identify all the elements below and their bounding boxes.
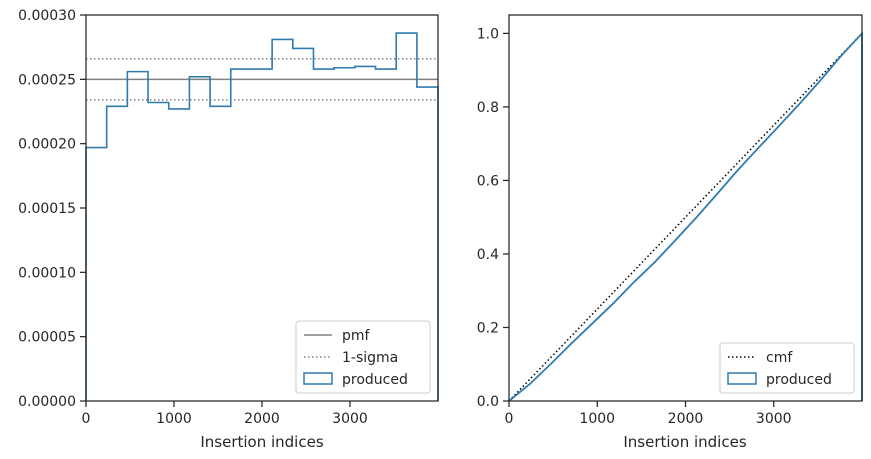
legend-box: [295, 320, 431, 394]
legend-label-produced: produced: [342, 372, 408, 388]
y-tick-label: 0.00010: [18, 265, 76, 281]
series-cmf-line: [508, 32, 863, 402]
right-chart-xlabel: Insertion indices: [623, 433, 746, 451]
y-tick-label: 0.00005: [18, 330, 76, 346]
left-chart-histogram: [85, 32, 439, 401]
legend-label-cmf: cmf: [766, 350, 793, 366]
y-tick-label: 0.00030: [18, 8, 76, 24]
x-tick-label: 3000: [756, 411, 792, 427]
legend-label-1-sigma: 1-sigma: [342, 350, 398, 366]
y-tick-label: 0.6: [477, 173, 499, 189]
left-chart-ticks: 0 1000 2000 3000 0.00000 0.00005 0.00010 0.0001…: [18, 8, 368, 427]
legend-label-produced: produced: [766, 372, 832, 388]
left-chart-panel: 0 1000 2000 3000 0.00000 0.00005 0.00010 0.0001…: [18, 8, 439, 451]
right-chart-lines: [508, 31, 863, 402]
y-tick-label: 0.4: [477, 247, 499, 263]
x-tick-label: 2000: [668, 411, 704, 427]
y-tick-label: 1.0: [477, 26, 499, 42]
right-chart-ticks: 0 1000 2000 3000 0.0 0.2 0.4 0.6 0.8 1.0: [477, 26, 792, 427]
y-tick-label: 0.8: [477, 100, 499, 116]
x-tick-label: 2000: [244, 411, 280, 427]
left-chart-legend: pmf 1-sigma produced: [295, 320, 431, 394]
right-chart-panel: 0 1000 2000 3000 0.0 0.2 0.4 0.6 0.8 1.0 Insertio…: [477, 14, 863, 451]
y-tick-label: 0.00015: [18, 201, 76, 217]
legend-label-pmf: pmf: [342, 328, 371, 344]
series-produced-line: [508, 31, 863, 402]
y-tick-label: 0.00020: [18, 137, 76, 153]
left-chart-xlabel: Insertion indices: [200, 433, 323, 451]
y-tick-label: 0.2: [477, 320, 499, 336]
series-produced-step: [85, 32, 439, 401]
legend-handle-produced: [303, 372, 333, 385]
y-tick-label: 0.00025: [18, 72, 76, 88]
x-tick-label: 0: [82, 411, 91, 427]
x-tick-label: 1000: [579, 411, 615, 427]
y-tick-label: 0.00000: [18, 394, 76, 410]
legend-handle-produced: [727, 372, 757, 385]
right-chart-legend: cmf produced: [719, 342, 855, 394]
legend-box: [719, 342, 855, 394]
left-chart-reference-lines: [86, 57, 438, 101]
y-tick-label: 0.0: [477, 394, 499, 410]
x-tick-label: 3000: [332, 411, 368, 427]
x-tick-label: 1000: [156, 411, 192, 427]
x-tick-label: 0: [505, 411, 514, 427]
